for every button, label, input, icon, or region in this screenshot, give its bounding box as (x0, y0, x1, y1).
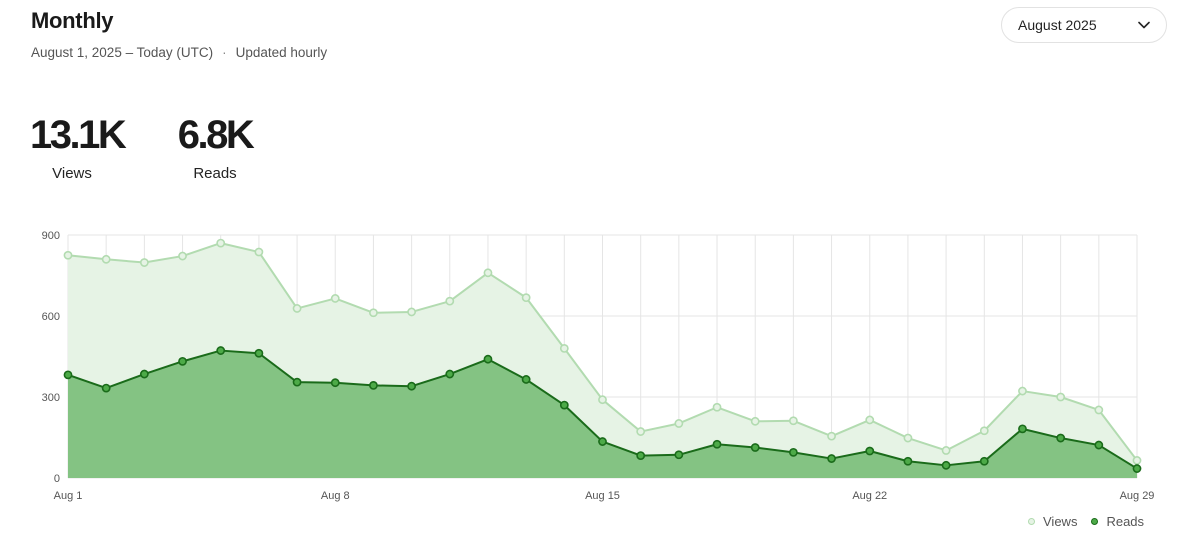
views-point (788, 416, 798, 426)
reads-point (483, 354, 493, 364)
reads-point (445, 369, 455, 379)
reads-point (407, 381, 417, 391)
reads-label: Reads (193, 165, 237, 182)
views-point (827, 431, 836, 441)
chevron-down-icon (1138, 19, 1150, 31)
views-point (178, 251, 187, 261)
reads-point (63, 370, 73, 380)
legend-reads-swatch (1091, 518, 1099, 525)
reads-point (598, 437, 607, 446)
reads-point (369, 380, 378, 390)
views-point (445, 296, 455, 306)
reads-point (865, 446, 875, 456)
views-point (292, 304, 302, 313)
reads-point (1132, 464, 1142, 473)
x-tick-label: Aug 8 (321, 490, 350, 502)
x-tick-label: Aug 15 (585, 490, 620, 502)
views-point (1094, 405, 1104, 415)
reads-point (216, 346, 226, 355)
reads-point (903, 456, 913, 466)
reads-point (521, 375, 531, 384)
views-point (674, 419, 684, 428)
legend-item-reads[interactable]: Reads (1091, 514, 1144, 529)
x-tick-label: Aug 29 (1120, 490, 1155, 502)
legend-views-swatch (1028, 518, 1035, 525)
views-point (1018, 386, 1027, 396)
date-range-line: August 1, 2025 – Today (UTC) · Updated h… (31, 45, 327, 60)
views-point (1132, 456, 1142, 465)
views-point (865, 415, 875, 425)
reads-stat: 6.8K Reads (174, 112, 256, 182)
views-value: 13.1K (30, 113, 127, 157)
reads-point (788, 447, 798, 457)
reads-point (330, 378, 340, 388)
views-point (369, 308, 378, 318)
views-point (559, 343, 569, 353)
x-tick-label: Aug 1 (54, 490, 83, 502)
reads-point (941, 460, 951, 470)
reads-point (636, 451, 646, 460)
views-point (941, 446, 951, 455)
separator-dot: · (222, 45, 227, 60)
reads-point (139, 369, 149, 379)
date-range: August 1, 2025 – Today (UTC) (31, 45, 214, 60)
month-select[interactable]: August 2025 (1001, 7, 1167, 43)
reads-point (1056, 433, 1066, 443)
legend-reads-label: Reads (1106, 514, 1145, 529)
legend-views-label: Views (1043, 514, 1078, 529)
views-point (407, 307, 417, 317)
views-label: Views (52, 165, 92, 182)
update-note: Updated hourly (235, 45, 328, 60)
x-tick-label: Aug 22 (852, 490, 887, 502)
y-tick-label: 600 (42, 311, 60, 323)
reads-point (101, 383, 111, 393)
views-point (712, 402, 722, 412)
reads-point (178, 356, 187, 366)
y-tick-label: 300 (42, 392, 60, 404)
reads-point (750, 443, 760, 452)
views-point (521, 293, 531, 303)
reads-point (712, 439, 722, 449)
reads-area (68, 350, 1137, 478)
views-point (139, 258, 149, 267)
reads-point (1094, 440, 1104, 450)
reads-point (827, 454, 836, 463)
views-point (750, 416, 760, 426)
views-point (483, 268, 493, 278)
views-point (598, 395, 607, 405)
views-point (636, 427, 646, 436)
views-point (903, 433, 913, 443)
legend-item-views[interactable]: Views (1028, 514, 1077, 529)
views-point (63, 250, 73, 260)
views-stat: 13.1K Views (30, 112, 127, 182)
month-select-value: August 2025 (1018, 17, 1097, 33)
views-point (101, 254, 111, 264)
y-tick-label: 0 (54, 473, 60, 485)
views-point (1056, 392, 1066, 402)
page-title: Monthly (31, 8, 114, 33)
chart-legend: Views Reads (1028, 514, 1144, 529)
reads-point (1018, 424, 1027, 434)
reads-point (292, 377, 302, 387)
views-point (254, 247, 264, 257)
y-tick-label: 900 (42, 230, 60, 242)
reads-point (254, 348, 264, 358)
views-point (330, 294, 340, 303)
reads-point (559, 400, 569, 410)
reads-point (979, 456, 989, 466)
views-point (979, 426, 989, 436)
reads-value: 6.8K (177, 113, 255, 157)
views-point (216, 238, 226, 248)
reads-point (674, 450, 684, 460)
